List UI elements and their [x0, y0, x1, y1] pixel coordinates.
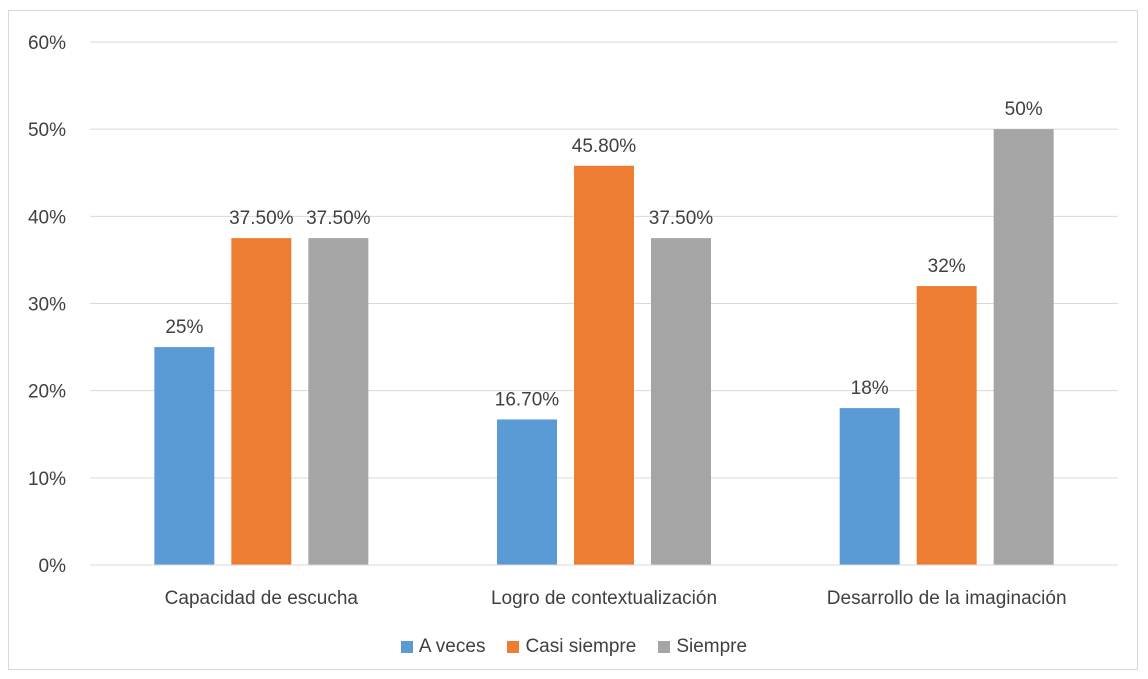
- x-tick-label: Capacidad de escucha: [165, 588, 359, 609]
- bars: [154, 129, 1054, 565]
- legend-swatch: [400, 641, 413, 653]
- data-labels: 25% 37.50% 37.50% 16.70% 45.80% 37.50% 18% 32% 5…: [165, 99, 1042, 410]
- legend-label: A veces: [418, 636, 486, 657]
- legend-label: Casi siempre: [525, 636, 637, 657]
- y-tick-label: 20%: [28, 382, 66, 403]
- y-tick-label: 0%: [39, 556, 67, 577]
- bar: [651, 238, 711, 565]
- y-tick-label: 10%: [28, 469, 66, 490]
- data-label: 25%: [165, 317, 203, 338]
- x-axis: Capacidad de escucha Logro de contextuali…: [90, 564, 1118, 609]
- data-label: 37.50%: [229, 208, 294, 229]
- bar: [916, 286, 977, 565]
- legend-label: Siempre: [676, 636, 748, 657]
- y-tick-label: 40%: [28, 207, 66, 228]
- bar: [308, 238, 369, 565]
- data-label: 18%: [851, 378, 889, 399]
- bar: [574, 165, 634, 565]
- bar: [839, 408, 900, 565]
- x-tick-label: Logro de contextualización: [491, 588, 717, 609]
- legend-swatch: [507, 641, 520, 653]
- y-tick-label: 30%: [28, 295, 66, 316]
- y-tick-label: 50%: [28, 120, 66, 141]
- bar: [231, 238, 292, 565]
- data-label: 37.50%: [306, 208, 371, 229]
- data-label: 45.80%: [572, 136, 637, 157]
- y-tick-label: 60%: [28, 33, 66, 54]
- bar: [993, 129, 1054, 565]
- legend-item: Casi siempre: [507, 636, 636, 658]
- legend-swatch: [658, 641, 671, 653]
- bar: [154, 347, 215, 565]
- data-label: 37.50%: [649, 208, 714, 229]
- legend: A veces Casi siempre Siempre: [0, 636, 1148, 658]
- data-label: 50%: [1005, 99, 1043, 120]
- data-label: 32%: [928, 256, 966, 277]
- bar: [497, 419, 557, 565]
- y-axis: 0% 10% 20% 30% 40% 50% 60%: [28, 33, 66, 577]
- x-tick-label: Desarrollo de la imaginación: [827, 588, 1067, 609]
- legend-item: Siempre: [658, 636, 747, 658]
- data-label: 16.70%: [495, 389, 560, 410]
- legend-item: A veces: [400, 636, 486, 658]
